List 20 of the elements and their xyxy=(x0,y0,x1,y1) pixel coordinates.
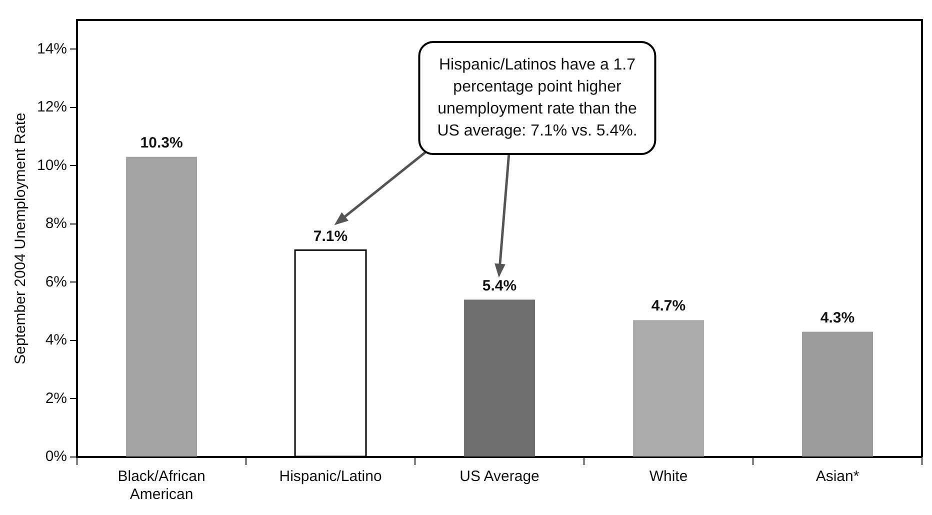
y-axis-title: September 2004 Unemployment Rate xyxy=(12,112,30,364)
x-tick-label: Asian* xyxy=(816,468,860,486)
y-tick-label: 14% xyxy=(36,40,68,58)
y-tick-label: 6% xyxy=(45,273,68,290)
x-tick-label: US Average xyxy=(460,468,540,486)
y-tick-label: 8% xyxy=(45,215,68,232)
y-tick-label: 4% xyxy=(45,332,68,349)
data-label: 4.3% xyxy=(820,309,855,326)
x-tick-label: White xyxy=(649,468,688,486)
data-label: 10.3% xyxy=(140,134,183,152)
x-tick-label: Black/African American xyxy=(118,468,206,504)
y-tick-label: 10% xyxy=(36,156,68,174)
y-tick-label: 12% xyxy=(36,98,68,116)
x-tick-label: Hispanic/Latino xyxy=(279,468,382,486)
y-tick-label: 2% xyxy=(45,390,68,407)
data-label: 5.4% xyxy=(482,277,517,294)
data-label: 7.1% xyxy=(313,228,348,245)
annotation: Hispanic/Latinos have a 1.7 percentage point higher unemployment rate than the US average: 7.1% vs. 5.4%. xyxy=(437,56,638,140)
y-tick-label: 0% xyxy=(45,448,68,466)
data-label: 4.7% xyxy=(651,298,686,315)
